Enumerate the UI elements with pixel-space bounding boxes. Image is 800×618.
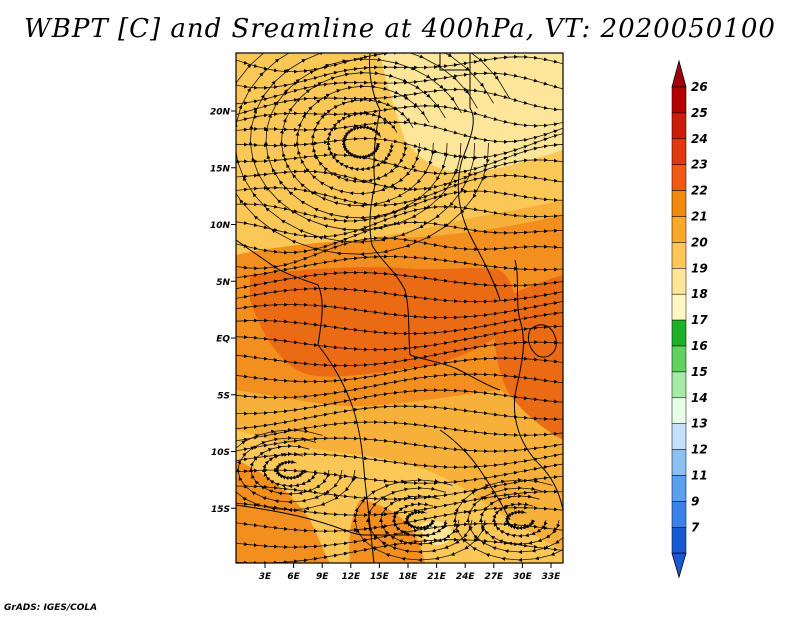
colorbar-swatch bbox=[671, 242, 687, 269]
lat-label: 5N bbox=[216, 278, 230, 288]
lon-label: 15E bbox=[370, 572, 390, 582]
lon-axis: 3E 6E 9E 12E 15E 18E 21E 24E 27E 30E 33E bbox=[259, 563, 561, 582]
colorbar-label: 21 bbox=[691, 210, 708, 224]
colorbar-label: 7 bbox=[691, 520, 700, 534]
colorbar-label: 20 bbox=[691, 235, 708, 249]
border-south-east bbox=[439, 429, 511, 521]
colorbar-swatch bbox=[671, 527, 687, 554]
lon-label: 18E bbox=[399, 572, 419, 582]
colorbar-label: 24 bbox=[691, 132, 708, 146]
colorbar-label: 14 bbox=[691, 391, 708, 405]
colorbar-swatch bbox=[671, 397, 687, 424]
lon-label: 33E bbox=[542, 572, 562, 582]
streamline bbox=[236, 270, 563, 290]
lon-label: 24E bbox=[456, 572, 476, 582]
colorbar-label: 19 bbox=[691, 261, 708, 275]
border-north-east bbox=[457, 53, 501, 301]
colorbar-swatch bbox=[671, 449, 687, 476]
colorbar-swatch bbox=[671, 475, 687, 502]
colorbar-bottom-arrow bbox=[671, 552, 687, 579]
colorbar-swatch bbox=[671, 216, 687, 243]
lon-label: 21E bbox=[427, 572, 447, 582]
lat-label: 15N bbox=[210, 164, 231, 174]
colorbar-swatch bbox=[671, 138, 687, 165]
colorbar-swatch bbox=[671, 293, 687, 321]
border-central bbox=[369, 53, 411, 356]
lon-label: 27E bbox=[484, 572, 504, 582]
lon-label: 12E bbox=[341, 572, 361, 582]
lat-label: 10N bbox=[210, 221, 231, 231]
colorbar-label: 26 bbox=[691, 80, 708, 94]
colorbar-swatch bbox=[671, 268, 687, 295]
colorbar-top-arrow bbox=[671, 59, 687, 88]
colorbar-label: 13 bbox=[691, 417, 708, 431]
colorbar-label: 25 bbox=[691, 106, 708, 120]
plot-title: WBPT [C] and Sreamline at 400hPa, VT: 20… bbox=[24, 14, 776, 44]
colorbar-label: 23 bbox=[691, 158, 708, 172]
lon-label: 3E bbox=[259, 572, 272, 582]
colorbar-swatch bbox=[671, 164, 687, 191]
lat-label: 10S bbox=[211, 448, 230, 458]
coastlines-borders bbox=[236, 53, 563, 563]
colorbar-swatch bbox=[671, 501, 687, 528]
colorbar-label: 12 bbox=[691, 443, 708, 457]
lat-label: 20N bbox=[210, 108, 231, 118]
lake-victoria bbox=[527, 324, 557, 358]
colorbar-label: 17 bbox=[691, 313, 708, 327]
colorbar-label: 16 bbox=[691, 339, 708, 353]
streamline bbox=[236, 286, 563, 304]
grads-credit: GrADS: IGES/COLA bbox=[4, 603, 98, 613]
colorbar-label: 11 bbox=[691, 469, 708, 483]
colorbar: 26 25 24 23 22 21 20 19 18 17 16 15 14 13 12 11 9 7 bbox=[671, 59, 708, 579]
border-north bbox=[439, 53, 470, 71]
lat-axis: 20N 15N 10N 5N EQ 5S 10S 15S bbox=[210, 108, 236, 515]
colorbar-swatch bbox=[671, 190, 687, 217]
lat-label: EQ bbox=[216, 335, 230, 345]
streamline bbox=[236, 254, 563, 279]
border-east-central bbox=[409, 354, 501, 391]
colorbar-swatch bbox=[671, 345, 687, 373]
colorbar-swatch bbox=[671, 423, 687, 450]
colorbar-label: 9 bbox=[691, 494, 699, 508]
colorbar-swatch bbox=[671, 319, 687, 347]
lat-label: 5S bbox=[217, 391, 230, 401]
colorbar-swatch bbox=[671, 86, 687, 114]
map-area bbox=[236, 53, 563, 563]
lon-label: 30E bbox=[513, 572, 533, 582]
streamline bbox=[236, 87, 563, 115]
lon-label: 6E bbox=[287, 572, 300, 582]
map-frame bbox=[235, 52, 564, 564]
streamline bbox=[453, 478, 563, 562]
lat-label: 15S bbox=[211, 505, 230, 515]
border-south bbox=[236, 504, 430, 536]
colorbar-swatch bbox=[671, 112, 687, 140]
coastline-west bbox=[236, 239, 375, 563]
lon-label: 9E bbox=[316, 572, 329, 582]
streamlines bbox=[236, 53, 563, 563]
colorbar-label: 18 bbox=[691, 287, 708, 301]
rift-lakes bbox=[513, 259, 563, 511]
colorbar-label: 22 bbox=[691, 184, 708, 198]
colorbar-swatch bbox=[671, 371, 687, 399]
streamline bbox=[236, 428, 356, 512]
colorbar-label: 15 bbox=[691, 365, 708, 379]
